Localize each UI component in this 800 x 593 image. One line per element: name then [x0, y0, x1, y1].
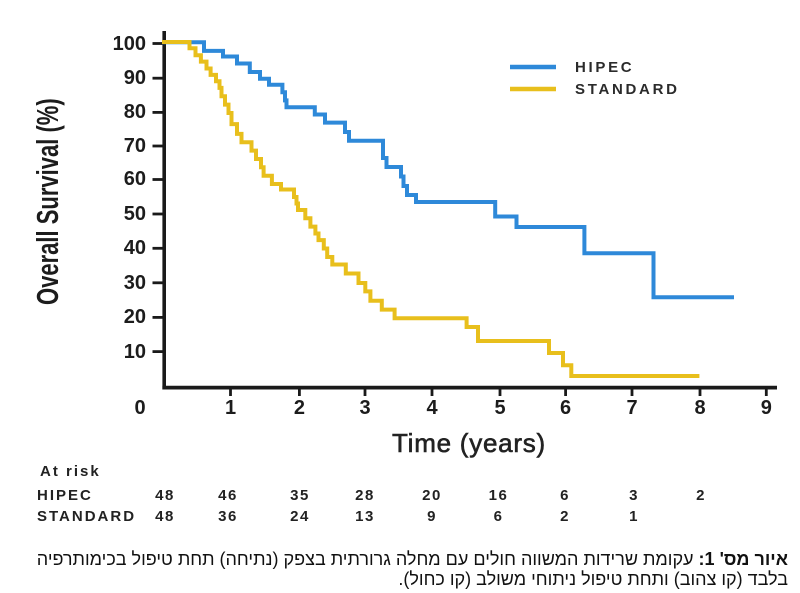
svg-text:Overall Survival (%): Overall Survival (%)	[30, 98, 65, 305]
